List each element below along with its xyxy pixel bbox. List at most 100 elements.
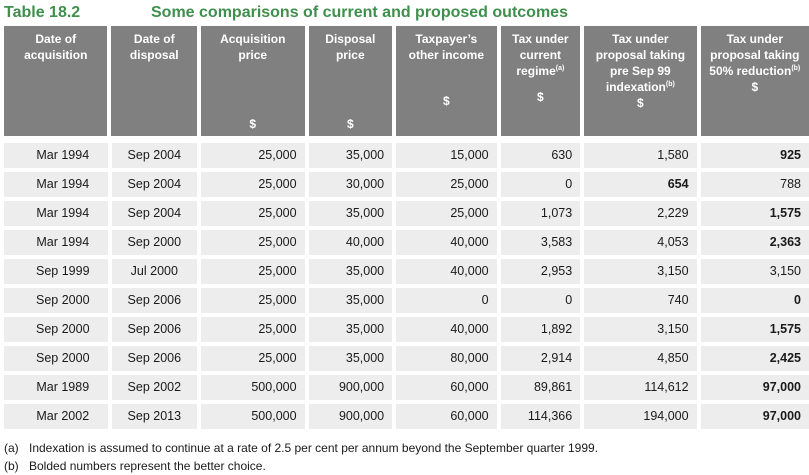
table-cell: 97,000 — [700, 404, 809, 429]
table-cell: 25,000 — [201, 143, 305, 168]
table-cell: 40,000 — [396, 230, 497, 255]
table-cell: 2,363 — [700, 230, 809, 255]
table-cell: 788 — [700, 172, 809, 197]
header-tax-current-regime: Tax under current regime(a) $ — [500, 26, 581, 136]
table-row: Mar 1989 Sep 2002 500,000 900,000 60,000 89,8… — [4, 375, 809, 400]
table-cell: 2,953 — [500, 259, 581, 284]
table-row: Mar 1994 Sep 2004 25,000 30,000 25,000 0 654 78… — [4, 172, 809, 197]
table-row: Sep 2000 Sep 2006 25,000 35,000 0 0 740 0 — [4, 288, 809, 313]
table-cell: Sep 2006 — [111, 346, 198, 371]
table-title: Some comparisons of current and proposed… — [151, 4, 568, 21]
table-cell: Mar 1994 — [4, 230, 108, 255]
table-cell: 30,000 — [308, 172, 393, 197]
table-cell: 1,892 — [500, 317, 581, 342]
table-cell: 0 — [500, 288, 581, 313]
unit-label: $ — [346, 117, 354, 131]
table-cell: 15,000 — [396, 143, 497, 168]
table-cell: 4,053 — [584, 230, 697, 255]
table-cell: 2,914 — [500, 346, 581, 371]
header-acquisition-price: Acquisition price $ — [201, 26, 305, 136]
header-tax-50pct-reduction: Tax under proposal taking 50% reduction(… — [700, 26, 809, 136]
table-row: Mar 1994 Sep 2000 25,000 40,000 40,000 3,583 4… — [4, 230, 809, 255]
table-cell: 35,000 — [308, 288, 393, 313]
table-cell: 3,583 — [500, 230, 581, 255]
table-cell: 4,850 — [584, 346, 697, 371]
table-cell: 80,000 — [396, 346, 497, 371]
table-cell: 35,000 — [308, 259, 393, 284]
table-cell: Sep 2013 — [111, 404, 198, 429]
table-caption: Table 18.2 Some comparisons of current a… — [4, 2, 568, 24]
table-cell: Mar 1994 — [4, 201, 108, 226]
table-cell: 114,366 — [500, 404, 581, 429]
table-cell: 0 — [500, 172, 581, 197]
table-body: Mar 1994 Sep 2004 25,000 35,000 15,000 630 1,5… — [4, 143, 809, 429]
table-notes: (a) Indexation is assumed to continue at… — [4, 439, 598, 475]
unit-label: $ — [249, 117, 257, 131]
table-row: Mar 2002 Sep 2013 500,000 900,000 60,000 114,… — [4, 404, 809, 429]
table-cell: 3,150 — [584, 317, 697, 342]
table-cell: Sep 2000 — [4, 288, 108, 313]
table-cell: 25,000 — [396, 172, 497, 197]
table-number: Table 18.2 — [4, 4, 81, 21]
table-cell: Sep 2002 — [111, 375, 198, 400]
table-cell: Sep 2006 — [111, 317, 198, 342]
table-cell: 25,000 — [201, 172, 305, 197]
table-cell: Mar 2002 — [4, 404, 108, 429]
unit-label: $ — [637, 96, 644, 110]
table-cell: 25,000 — [201, 346, 305, 371]
table-cell: 40,000 — [396, 317, 497, 342]
footnote-ref: (b) — [665, 81, 675, 88]
unit-label: $ — [442, 94, 450, 108]
table-cell: 2,229 — [584, 201, 697, 226]
table-cell: Mar 1989 — [4, 375, 108, 400]
table-row: Mar 1994 Sep 2004 25,000 35,000 25,000 1,073 2… — [4, 201, 809, 226]
table-cell: 35,000 — [308, 346, 393, 371]
note-b: (b) Bolded numbers represent the better … — [4, 459, 266, 473]
note-a: (a) Indexation is assumed to continue at… — [4, 441, 599, 455]
table-cell: 194,000 — [584, 404, 697, 429]
table-cell: 500,000 — [201, 404, 305, 429]
table-cell: 35,000 — [308, 143, 393, 168]
table-cell: 900,000 — [308, 375, 393, 400]
table-row: Sep 2000 Sep 2006 25,000 35,000 40,000 1,892 3… — [4, 317, 809, 342]
footnote-ref: (b) — [791, 65, 801, 72]
header-date-of-acquisition: Date of acquisition — [4, 26, 108, 136]
table-cell: 25,000 — [201, 230, 305, 255]
table-cell: 25,000 — [201, 201, 305, 226]
table-cell: 2,425 — [700, 346, 809, 371]
table-cell: 25,000 — [201, 288, 305, 313]
comparison-table: Date of acquisition Date of disposal Acq… — [4, 26, 809, 429]
table-cell: 500,000 — [201, 375, 305, 400]
table-cell: 3,150 — [584, 259, 697, 284]
table-cell: 0 — [700, 288, 809, 313]
table-row: Mar 1994 Sep 2004 25,000 35,000 15,000 630 1,5… — [4, 143, 809, 168]
table-cell: Sep 2004 — [111, 143, 198, 168]
table-cell: 60,000 — [396, 404, 497, 429]
table-cell: 40,000 — [308, 230, 393, 255]
table-cell: 97,000 — [700, 375, 809, 400]
table-cell: 654 — [584, 172, 697, 197]
table-row: Sep 2000 Sep 2006 25,000 35,000 80,000 2,914 4… — [4, 346, 809, 371]
table-cell: Mar 1994 — [4, 143, 108, 168]
table-header: Date of acquisition Date of disposal Acq… — [4, 26, 809, 136]
table-cell: 630 — [500, 143, 581, 168]
table-cell: 25,000 — [201, 259, 305, 284]
table-cell: 60,000 — [396, 375, 497, 400]
unit-label: $ — [751, 80, 759, 94]
table-cell: 3,150 — [700, 259, 809, 284]
table-cell: 925 — [700, 143, 809, 168]
table-cell: 1,575 — [700, 317, 809, 342]
table-cell: Sep 2000 — [111, 230, 198, 255]
table-cell: 900,000 — [308, 404, 393, 429]
table-cell: 0 — [396, 288, 497, 313]
table-cell: Jul 2000 — [111, 259, 198, 284]
table-cell: Sep 2004 — [111, 172, 198, 197]
table-row: Sep 1999 Jul 2000 25,000 35,000 40,000 2,953 3… — [4, 259, 809, 284]
table-cell: 1,580 — [584, 143, 697, 168]
table-cell: Sep 1999 — [4, 259, 108, 284]
table-cell: Sep 2004 — [111, 201, 198, 226]
table-cell: 114,612 — [584, 375, 697, 400]
table-cell: Sep 2000 — [4, 317, 108, 342]
header-disposal-price: Disposal price $ — [308, 26, 393, 136]
header-date-of-disposal: Date of disposal — [111, 26, 198, 136]
